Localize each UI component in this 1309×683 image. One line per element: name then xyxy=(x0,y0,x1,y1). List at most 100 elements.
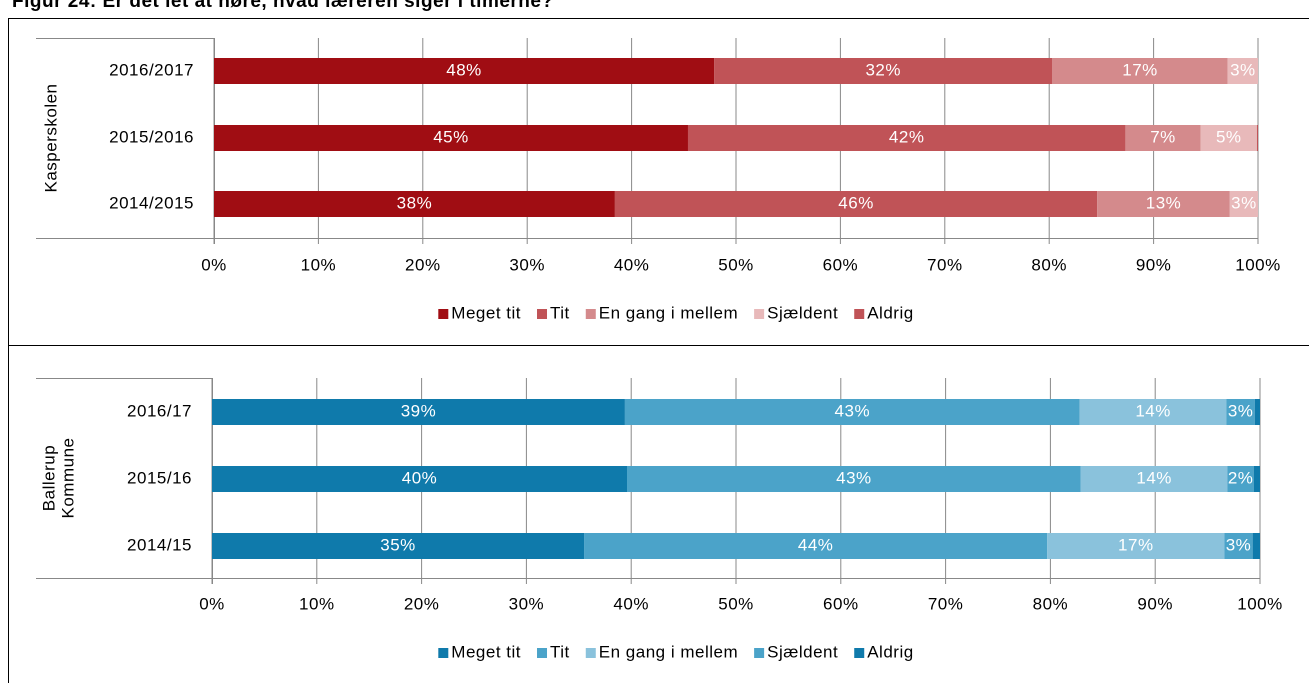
bar-segment xyxy=(1252,533,1260,559)
y-tick-label: 2016/17 xyxy=(127,401,192,420)
legend-label: Aldrig xyxy=(867,642,913,661)
bar-segment xyxy=(714,58,1053,84)
panel-border xyxy=(8,345,1309,683)
x-tick-label: 70% xyxy=(928,594,964,613)
y-tick-label: 2015/2016 xyxy=(109,127,194,146)
x-tick-label: 40% xyxy=(614,255,650,274)
legend-swatch xyxy=(854,648,865,658)
bar-segment xyxy=(1125,125,1201,151)
x-tick-label: 100% xyxy=(1237,594,1282,613)
data-label: 42% xyxy=(889,127,925,146)
x-tick-label: 100% xyxy=(1235,255,1280,274)
x-tick-label: 20% xyxy=(405,255,441,274)
legend-label: Meget tit xyxy=(451,642,521,661)
legend-label: Sjældent xyxy=(767,642,838,661)
data-label: 46% xyxy=(838,193,874,212)
legend-swatch xyxy=(754,309,765,319)
bar-segment xyxy=(214,58,715,84)
bar-segment xyxy=(212,399,625,425)
x-tick-label: 70% xyxy=(927,255,963,274)
bar-segment xyxy=(624,399,1080,425)
data-label: 40% xyxy=(402,468,438,487)
bar-segment xyxy=(1227,466,1254,492)
bar-segment xyxy=(1224,533,1253,559)
x-tick-label: 0% xyxy=(201,255,227,274)
bar-segment xyxy=(1256,125,1258,151)
bar-segment xyxy=(1254,399,1260,425)
legend-swatch xyxy=(585,309,596,319)
legend-label: Sjældent xyxy=(767,303,838,322)
y-tick-label: 2016/2017 xyxy=(109,60,194,79)
data-label: 35% xyxy=(380,535,416,554)
bar-segment xyxy=(1226,399,1255,425)
bar-segment xyxy=(614,191,1098,217)
x-tick-label: 50% xyxy=(718,255,754,274)
bar-segment xyxy=(214,191,615,217)
x-tick-label: 50% xyxy=(718,594,754,613)
data-label: 43% xyxy=(835,401,871,420)
x-tick-label: 0% xyxy=(199,594,225,613)
bar-segment xyxy=(1097,191,1230,217)
bar-segment xyxy=(627,466,1081,492)
legend-label: Tit xyxy=(550,303,570,322)
y-axis-label: Kasperskolen xyxy=(41,83,60,192)
page-title: Figur 24: Er det let at høre, hvad lærer… xyxy=(12,0,554,12)
legend-label: En gang i mellem xyxy=(599,642,738,661)
bar-segment xyxy=(1227,58,1258,84)
y-tick-label: 2014/2015 xyxy=(109,193,194,212)
data-label: 44% xyxy=(798,535,834,554)
x-tick-label: 60% xyxy=(823,594,859,613)
data-label: 2% xyxy=(1228,468,1254,487)
x-tick-label: 90% xyxy=(1136,255,1172,274)
data-label: 48% xyxy=(446,60,482,79)
data-label: 13% xyxy=(1146,193,1182,212)
legend-label: En gang i mellem xyxy=(599,303,738,322)
bar-segment xyxy=(1052,58,1228,84)
x-tick-label: 10% xyxy=(299,594,335,613)
x-tick-label: 80% xyxy=(1033,594,1069,613)
bar-segment xyxy=(1047,533,1225,559)
bar-segment xyxy=(1253,466,1260,492)
data-label: 32% xyxy=(865,60,901,79)
x-tick-label: 30% xyxy=(509,594,545,613)
data-label: 39% xyxy=(401,401,437,420)
bar-segment xyxy=(584,533,1048,559)
bar-segment xyxy=(1200,125,1257,151)
legend-swatch xyxy=(754,648,765,658)
data-label: 3% xyxy=(1230,60,1256,79)
data-label: 43% xyxy=(836,468,872,487)
data-label: 38% xyxy=(397,193,433,212)
bar-segment xyxy=(212,466,628,492)
x-tick-label: 30% xyxy=(509,255,545,274)
bar-segment xyxy=(687,125,1126,151)
bar-segment xyxy=(1229,191,1258,217)
data-label: 3% xyxy=(1226,535,1252,554)
x-tick-label: 90% xyxy=(1137,594,1173,613)
legend-label: Aldrig xyxy=(867,303,913,322)
x-tick-label: 40% xyxy=(613,594,649,613)
bar-segment xyxy=(1080,466,1228,492)
x-tick-label: 20% xyxy=(404,594,440,613)
bar-segment xyxy=(1079,399,1227,425)
legend-swatch xyxy=(537,648,548,658)
bar-segment xyxy=(212,533,585,559)
data-label: 3% xyxy=(1231,193,1257,212)
y-tick-label: 2014/15 xyxy=(127,535,192,554)
legend-swatch xyxy=(585,648,596,658)
data-label: 7% xyxy=(1150,127,1176,146)
bar-segment xyxy=(214,125,688,151)
legend-swatch xyxy=(854,309,865,319)
x-tick-label: 10% xyxy=(301,255,337,274)
data-label: 3% xyxy=(1228,401,1254,420)
data-label: 14% xyxy=(1136,468,1172,487)
legend-swatch xyxy=(438,648,449,658)
legend-label: Tit xyxy=(550,642,570,661)
data-label: 45% xyxy=(433,127,469,146)
legend-label: Meget tit xyxy=(451,303,521,322)
data-label: 17% xyxy=(1118,535,1154,554)
data-label: 14% xyxy=(1135,401,1171,420)
y-tick-label: 2015/16 xyxy=(127,468,192,487)
data-label: 5% xyxy=(1216,127,1242,146)
x-tick-label: 60% xyxy=(823,255,859,274)
